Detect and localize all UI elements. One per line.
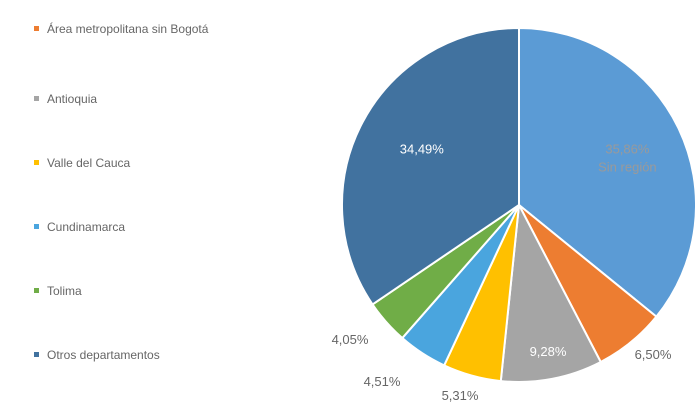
legend-label: Otros departamentos — [47, 348, 160, 362]
legend-label: Valle del Cauca — [47, 156, 131, 170]
legend-label: Cundinamarca — [47, 220, 126, 234]
slice-annotation: Sin región — [598, 159, 657, 174]
pie-slice — [518, 26, 695, 319]
legend-item: Tolima — [34, 282, 274, 300]
legend-item: Área metropolitana sin Bogotá — [34, 20, 274, 38]
legend-swatch — [34, 224, 39, 229]
legend-label: Área metropolitana sin Bogotá — [47, 22, 209, 36]
data-label: 34,49% — [400, 142, 445, 157]
legend-swatch — [34, 288, 39, 293]
pie-slice — [341, 26, 520, 306]
legend-item: Otros departamentos — [34, 346, 274, 364]
data-label: 6,50% — [635, 347, 672, 362]
legend-label: Antioquia — [47, 92, 98, 106]
data-label: 35,86% — [605, 141, 650, 156]
data-label: 9,28% — [530, 344, 567, 359]
data-label: 5,31% — [442, 388, 479, 403]
legend-label: Tolima — [47, 284, 82, 298]
legend-swatch — [34, 26, 39, 31]
legend-item: Antioquia — [34, 90, 274, 108]
legend-swatch — [34, 352, 39, 357]
pie-slice — [499, 201, 603, 383]
legend-item: Cundinamarca — [34, 218, 274, 236]
data-label: 4,51% — [364, 374, 401, 389]
legend-swatch — [34, 160, 39, 165]
legend-item: Valle del Cauca — [34, 154, 274, 172]
data-label: 4,05% — [332, 332, 369, 347]
legend-swatch — [34, 96, 39, 101]
